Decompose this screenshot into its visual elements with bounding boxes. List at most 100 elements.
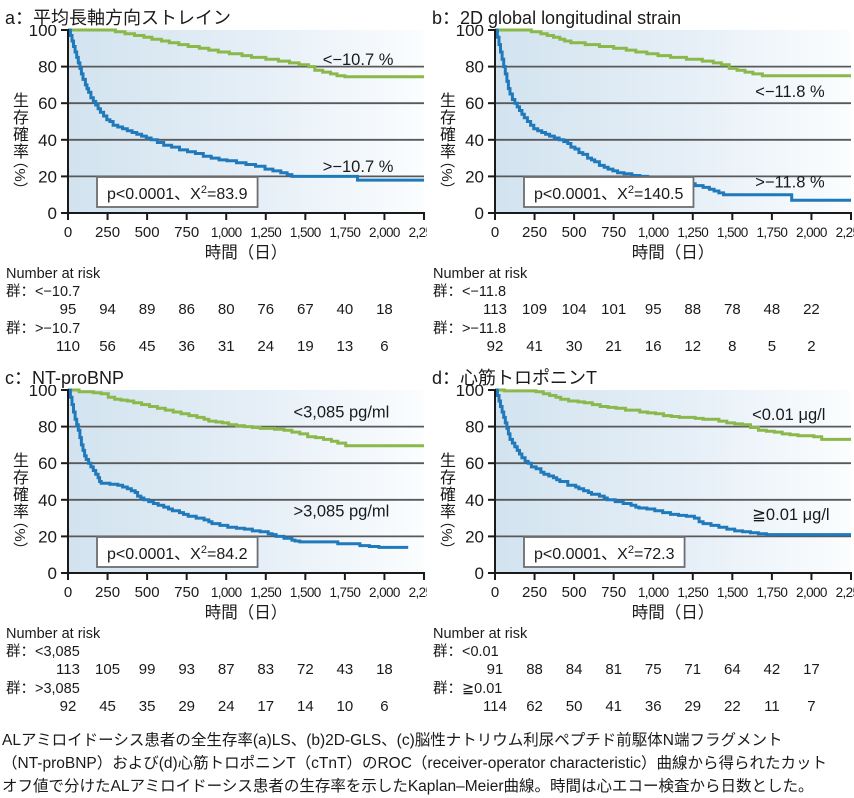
risk-count: 11 [764, 698, 780, 715]
risk-count: 18 [376, 661, 393, 678]
y-tick-label: 100 [456, 25, 484, 40]
risk-count: 13 [337, 338, 354, 355]
x-tick-label: 1,250 [250, 225, 281, 240]
panel-d: d：心筋トロポニンT 100 80 60 40 20 0 0 250 500 750 1,000 1,… [427, 360, 854, 720]
x-tick-label: 1,250 [250, 585, 281, 600]
y-tick-label: 0 [48, 204, 57, 223]
survival-curve-below-cutoff [495, 388, 851, 537]
x-tick-label: 1,750 [329, 225, 360, 240]
risk-count: 67 [297, 301, 314, 318]
x-tick-label: 1,500 [290, 225, 321, 240]
stat-box [523, 536, 686, 568]
risk-count: 113 [56, 661, 80, 678]
y-tick-label: 80 [465, 418, 484, 437]
x-tick-label: 1,000 [211, 225, 242, 240]
risk-count: 48 [764, 301, 781, 318]
risk-count: 19 [297, 338, 314, 355]
risk-count: 89 [139, 301, 156, 318]
curve-label-above-cutoff: <0.01 μg/l [752, 406, 825, 424]
risk-count: 45 [99, 698, 116, 715]
risk-count: 43 [337, 661, 354, 678]
y-tick-label: 60 [38, 454, 57, 473]
risk-count: 64 [724, 661, 741, 678]
stat-text: p<0.0001、X2=83.9 [107, 184, 248, 203]
risk-count: 50 [566, 698, 583, 715]
y-tick-label: 40 [38, 491, 57, 510]
risk-count: 22 [803, 301, 820, 318]
survival-curve-above-cutoff [495, 388, 851, 441]
survival-curve-above-cutoff [495, 28, 851, 78]
risk-count: 72 [297, 661, 314, 678]
x-tick-label: 1,250 [677, 225, 708, 240]
x-tick-label: 1,000 [638, 225, 669, 240]
y-axis-title-char: 率 [13, 143, 29, 161]
x-tick-label: 2,000 [796, 225, 827, 240]
x-tick-label: 2,250 [836, 585, 854, 600]
stat-box [96, 176, 259, 208]
y-tick-label: 0 [475, 204, 484, 223]
x-tick-label: 750 [174, 584, 199, 601]
risk-count: 91 [487, 661, 504, 678]
risk-count: 41 [605, 698, 622, 715]
risk-count: 95 [645, 301, 662, 318]
risk-count: 8 [728, 338, 736, 355]
risk-count: 109 [522, 301, 547, 318]
y-tick-label: 20 [38, 527, 57, 546]
risk-header: Number at risk [433, 626, 528, 642]
survival-curve-below-cutoff [68, 388, 409, 549]
risk-count: 5 [768, 338, 776, 355]
risk-count: 75 [645, 661, 662, 678]
curve-label-below-cutoff: >−10.7 % [323, 158, 394, 176]
y-axis-title-unit: （%） [11, 153, 28, 196]
stat-text: p<0.0001、X2=140.5 [534, 184, 683, 203]
x-tick-label: 2,250 [836, 225, 854, 240]
risk-count: 31 [218, 338, 235, 355]
risk-count: 81 [605, 661, 622, 678]
y-axis-title-char: 率 [13, 503, 29, 521]
risk-count: 93 [178, 661, 195, 678]
curve-label-below-cutoff: >−11.8 % [755, 173, 825, 191]
panel-c-title: c：NT-proBNP [5, 368, 125, 388]
km-chart-a: 100 80 60 40 20 00 250 500 750 1,000 1,250 1,500 1,7… [6, 25, 427, 355]
x-tick-label: 500 [135, 584, 160, 601]
stat-box [523, 176, 695, 208]
y-axis-title-unit: （%） [11, 513, 28, 556]
risk-group-label: 群：<−10.7 [6, 283, 80, 300]
figure-row-bottom: c：NT-proBNP 100 80 60 40 20 0 0 250 500 750 1,000 1… [0, 360, 854, 720]
x-tick-label: 750 [601, 224, 626, 241]
risk-count: 7 [807, 698, 815, 715]
risk-group-label: 群：<0.01 [433, 643, 499, 660]
risk-group-label: 群：>3,085 [6, 680, 80, 697]
curve-label-above-cutoff: <−10.7 % [323, 51, 394, 69]
risk-group-label: 群：<3,085 [6, 643, 80, 660]
curve-label-above-cutoff: <−11.8 % [755, 83, 825, 101]
panel-c: c：NT-proBNP 100 80 60 40 20 0 0 250 500 750 1,000 1… [0, 360, 427, 720]
stat-text: p<0.0001、X2=72.3 [534, 544, 675, 563]
risk-count: 29 [684, 698, 701, 715]
risk-count: 22 [724, 698, 741, 715]
y-tick-label: 60 [465, 454, 484, 473]
risk-count: 36 [178, 338, 195, 355]
y-tick-label: 0 [475, 564, 484, 583]
x-tick-label: 250 [522, 584, 547, 601]
x-tick-label: 1,000 [638, 585, 669, 600]
risk-count: 71 [684, 661, 701, 678]
y-axis-title-char: 確 [13, 126, 29, 144]
x-tick-label: 2,000 [796, 585, 827, 600]
x-tick-label: 1,750 [329, 585, 360, 600]
x-tick-label: 750 [601, 584, 626, 601]
y-axis-title-char: 存 [13, 469, 29, 487]
y-axis-title-char: 生 [440, 452, 456, 470]
y-tick-label: 0 [48, 564, 57, 583]
risk-count: 56 [99, 338, 116, 355]
risk-count: 94 [99, 301, 116, 318]
y-tick-label: 80 [38, 418, 57, 437]
risk-count: 17 [257, 698, 274, 715]
x-axis-title: 時間（日） [205, 603, 288, 622]
risk-count: 36 [645, 698, 662, 715]
x-tick-label: 500 [135, 224, 160, 241]
caption-line-1: ALアミロイドーシス患者の全生存率(a)LS、(b)2D-GLS、(c)脳性ナト… [2, 732, 783, 749]
risk-count: 80 [218, 301, 235, 318]
risk-count: 88 [526, 661, 543, 678]
